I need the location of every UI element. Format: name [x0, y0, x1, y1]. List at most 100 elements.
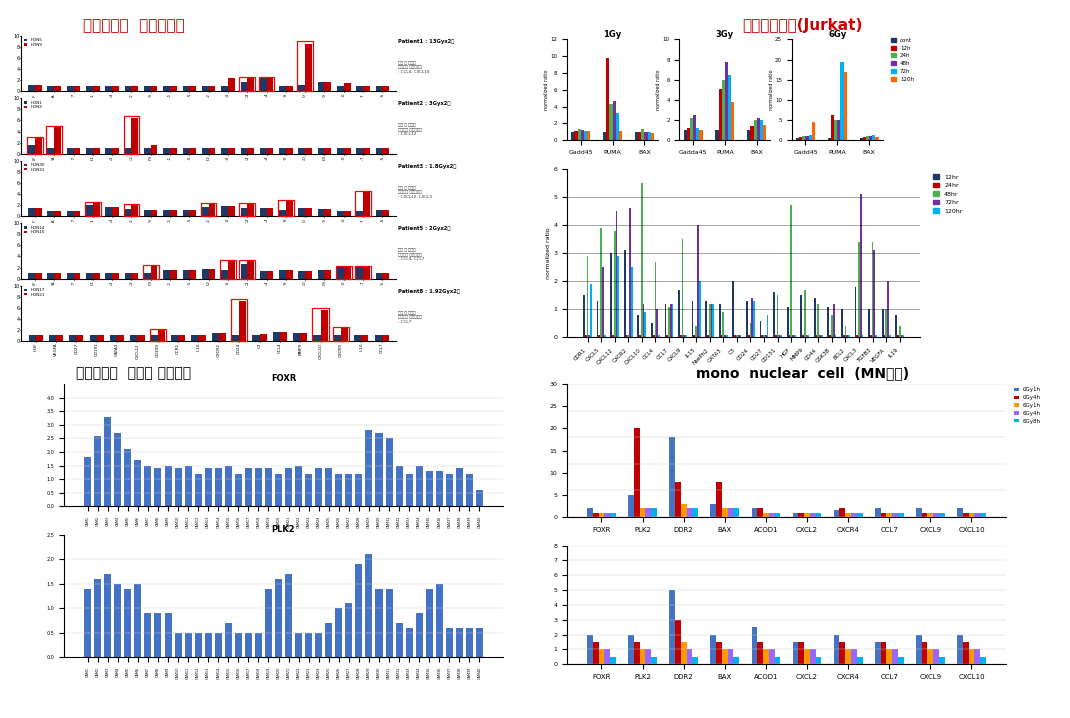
Bar: [643, 304, 644, 337]
Bar: [624, 251, 626, 337]
Bar: [70, 335, 76, 341]
Bar: [733, 281, 734, 337]
Bar: [806, 335, 808, 337]
Bar: [862, 137, 866, 140]
Bar: [887, 281, 889, 337]
Bar: [202, 208, 209, 216]
Bar: [832, 304, 835, 337]
Bar: [708, 304, 710, 337]
Bar: [586, 256, 588, 337]
Bar: [815, 513, 822, 517]
Bar: [975, 513, 980, 517]
Bar: [593, 642, 598, 664]
Text: 방사선치료  암환자혈액: 방사선치료 암환자혈액: [82, 18, 185, 33]
Bar: [767, 315, 768, 337]
Bar: [731, 102, 734, 140]
Bar: [628, 495, 633, 517]
Bar: [171, 335, 178, 341]
Bar: [279, 85, 286, 91]
Bar: [93, 273, 100, 279]
Bar: [337, 267, 343, 279]
Bar: [687, 128, 690, 140]
Bar: [635, 131, 638, 140]
Bar: [66, 148, 74, 154]
Bar: [793, 513, 798, 517]
Bar: [928, 649, 933, 664]
Bar: [843, 335, 844, 337]
Bar: [968, 649, 975, 664]
Bar: [800, 295, 802, 337]
Bar: [456, 628, 463, 657]
Bar: [581, 130, 584, 140]
Bar: [241, 264, 247, 279]
Bar: [857, 513, 862, 517]
Bar: [916, 635, 921, 664]
Bar: [114, 433, 121, 506]
Bar: [366, 554, 372, 657]
Bar: [178, 335, 185, 341]
Bar: [794, 335, 796, 337]
Text: 회번 더 선별한
유전자와 일치유전자
: CCL4, CCL7: 회번 더 선별한 유전자와 일치유전자 : CCL4, CCL7: [398, 248, 425, 261]
Bar: [183, 270, 189, 279]
Bar: [112, 148, 119, 154]
Bar: [748, 335, 750, 337]
Bar: [318, 270, 324, 279]
Bar: [760, 120, 763, 140]
Bar: [716, 482, 722, 517]
Bar: [720, 335, 722, 337]
Bar: [791, 205, 792, 337]
Bar: [396, 623, 402, 657]
Bar: [96, 335, 104, 341]
Bar: [605, 649, 610, 664]
Bar: [603, 131, 607, 140]
Bar: [293, 332, 301, 341]
Bar: [28, 145, 35, 154]
Bar: [728, 75, 731, 140]
Bar: [939, 513, 945, 517]
Bar: [585, 335, 586, 337]
Bar: [775, 513, 780, 517]
Bar: [875, 642, 881, 664]
Bar: [617, 256, 620, 337]
Bar: [355, 564, 363, 657]
Bar: [640, 508, 645, 517]
Legend: 0Gy1h, 0Gy4h, 6Gy1h, 6Gy4h, 6Gy8h: 0Gy1h, 0Gy4h, 6Gy1h, 6Gy4h, 6Gy8h: [1013, 387, 1041, 424]
Bar: [626, 335, 627, 337]
Text: Patient2 : 3Gyx2회: Patient2 : 3Gyx2회: [398, 101, 450, 106]
Bar: [628, 635, 633, 664]
Bar: [602, 267, 603, 337]
Bar: [699, 281, 701, 337]
Bar: [747, 130, 750, 140]
Bar: [28, 273, 35, 279]
Bar: [279, 148, 286, 154]
Bar: [135, 584, 141, 657]
Bar: [316, 633, 322, 657]
Bar: [465, 628, 473, 657]
Legend: HON1, HON3: HON1, HON3: [24, 101, 43, 110]
Bar: [212, 333, 219, 341]
Bar: [899, 326, 901, 337]
Bar: [376, 433, 382, 506]
Bar: [376, 210, 382, 216]
Bar: [639, 335, 641, 337]
Bar: [587, 635, 593, 664]
Bar: [94, 436, 102, 506]
Bar: [898, 513, 904, 517]
Bar: [446, 474, 453, 506]
Bar: [722, 312, 724, 337]
Bar: [354, 335, 362, 341]
Bar: [382, 148, 389, 154]
Bar: [144, 273, 151, 279]
Bar: [681, 642, 687, 664]
Bar: [374, 335, 382, 341]
Bar: [325, 623, 333, 657]
Text: Patient8 : 1.92Gyx2회: Patient8 : 1.92Gyx2회: [398, 289, 460, 294]
Bar: [90, 335, 96, 341]
Bar: [104, 574, 111, 657]
Bar: [299, 85, 305, 91]
Bar: [135, 460, 141, 506]
Bar: [151, 335, 157, 341]
Bar: [35, 208, 42, 216]
Bar: [696, 326, 697, 337]
Bar: [641, 183, 643, 337]
